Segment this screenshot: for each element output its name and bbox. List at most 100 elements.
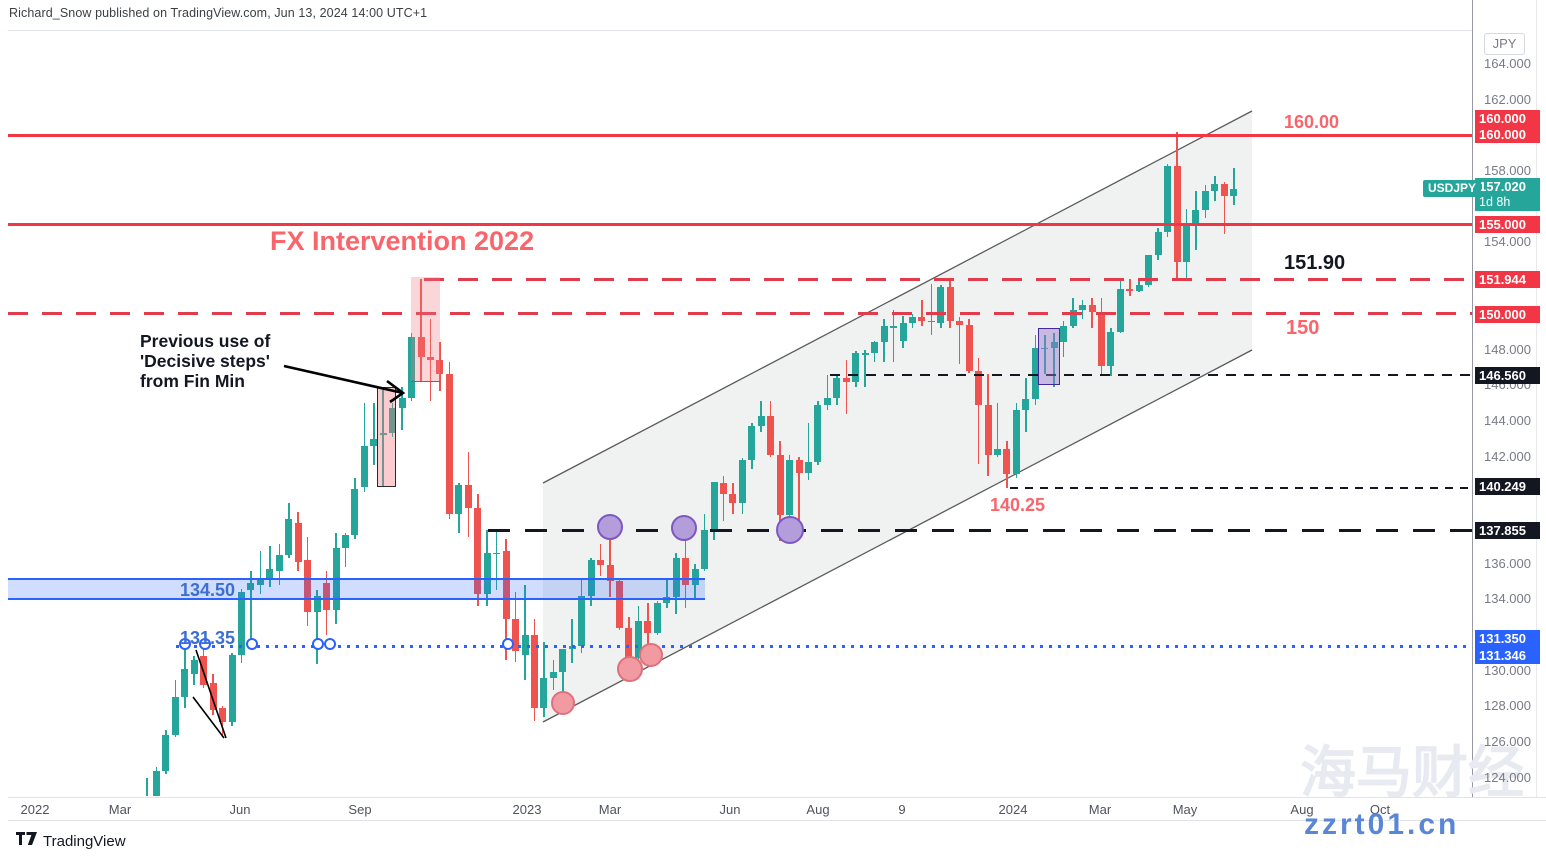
time-axis[interactable]: 2022 Mar Jun Sep 2023 Mar Jun Aug 9 2024 Mar May Aug…	[8, 797, 1546, 821]
highlight-boxes-layer	[377, 277, 1060, 487]
tag-150[interactable]: 150.000	[1475, 306, 1540, 323]
tag-137855[interactable]: 137.855	[1475, 522, 1540, 539]
decisive-steps-box[interactable]	[377, 387, 396, 487]
level-160-label[interactable]: 160.00	[1284, 112, 1339, 132]
tag-131346[interactable]: 131.346	[1475, 647, 1540, 664]
support-zone-134-50[interactable]	[8, 578, 705, 600]
purple-touch-marker[interactable]	[671, 515, 697, 541]
tag-last-price-countdown: 1d 8h	[1479, 195, 1511, 209]
time-axis-tick: Aug	[806, 802, 830, 817]
price-axis-tick: 148.000	[1484, 341, 1531, 357]
candle-body	[946, 287, 954, 321]
candle-wick	[1223, 181, 1226, 234]
price-zones-layer	[8, 578, 705, 600]
price-axis-tick: 136.000	[1484, 555, 1531, 571]
price-line-140249[interactable]	[1010, 486, 1472, 489]
candle-body	[1145, 254, 1153, 286]
candle-body	[937, 287, 945, 323]
price-line-151944[interactable]	[424, 277, 1472, 281]
price-line-150[interactable]	[8, 312, 1472, 316]
candle-wick	[609, 530, 611, 598]
price-line-146560[interactable]	[830, 374, 1472, 377]
level-touch-dot[interactable]	[199, 638, 211, 650]
tag-160[interactable]: 160.000	[1475, 126, 1540, 143]
candle-body	[634, 620, 642, 659]
candle-body	[1192, 210, 1200, 225]
candle-body	[908, 317, 916, 323]
level-131-35-label[interactable]: 131.35	[180, 628, 235, 648]
purple-box-2024[interactable]	[1038, 328, 1060, 385]
candle-body	[427, 356, 434, 361]
candle-wick	[382, 386, 385, 487]
candle-wick	[562, 649, 564, 705]
pink-touch-marker[interactable]	[617, 656, 643, 682]
candle-wick	[958, 317, 961, 364]
candle-body	[682, 558, 690, 585]
level-134-50-label[interactable]: 134.50	[180, 580, 235, 600]
level-150-label[interactable]: 150	[1286, 317, 1319, 339]
candle-body	[483, 552, 491, 594]
purple-touch-marker[interactable]	[597, 514, 623, 540]
candle-body	[493, 552, 501, 555]
fx-intervention-label[interactable]: FX Intervention 2022	[270, 225, 534, 257]
candle-wick	[807, 422, 810, 480]
ascending-parallel-channel-edge[interactable]	[542, 110, 1253, 484]
price-line-131350[interactable]	[176, 645, 1472, 649]
level-touch-dot[interactable]	[246, 638, 258, 650]
tag-151944[interactable]: 151.944	[1475, 271, 1540, 288]
candle-body	[842, 378, 850, 382]
tag-160-upper[interactable]: 160.000	[1475, 110, 1540, 127]
level-151-90-label[interactable]: 151.90	[1284, 252, 1345, 274]
tag-last-price[interactable]: 157.020 1d 8h	[1475, 178, 1540, 211]
price-line-160-upper[interactable]	[8, 133, 1472, 137]
price-line-137855[interactable]	[488, 529, 1472, 532]
price-lines-layer	[8, 133, 1472, 649]
tag-155[interactable]: 155.000	[1475, 216, 1540, 233]
candle-body	[1164, 165, 1172, 232]
candle-body	[171, 697, 179, 735]
level-140-25-label[interactable]: 140.25	[990, 495, 1045, 515]
candle-body	[994, 449, 1001, 455]
symbol-tag[interactable]: USDJPY	[1423, 180, 1482, 197]
tag-140249[interactable]: 140.249	[1475, 478, 1540, 495]
mini-trendline[interactable]	[195, 649, 227, 739]
price-axis[interactable]: 164.000 162.000 158.000 154.000 148.000 146.0…	[1472, 0, 1546, 797]
mini-trendline[interactable]	[192, 696, 225, 739]
level-touch-dot[interactable]	[324, 638, 336, 650]
intervention-box-2022[interactable]	[411, 277, 440, 382]
candle-body	[1126, 288, 1134, 291]
chart-plot-area[interactable]: FX Intervention 2022 Previous use of 'Deci…	[0, 0, 1472, 796]
candle-body	[1211, 183, 1219, 191]
candle-body	[209, 683, 217, 710]
candle-wick	[826, 375, 829, 411]
time-axis-tick: May	[1172, 802, 1198, 817]
time-axis-tick: 2022	[20, 802, 50, 817]
candle-body	[767, 415, 775, 455]
candle-body	[1012, 410, 1020, 475]
candle-body	[701, 529, 709, 569]
candle-body	[1022, 399, 1030, 411]
purple-touch-marker[interactable]	[776, 516, 804, 544]
candle-wick	[930, 283, 933, 336]
price-axis-tick: 130.000	[1484, 662, 1531, 678]
pink-touch-marker[interactable]	[639, 643, 663, 667]
candle-body	[1135, 285, 1143, 291]
level-touch-dot[interactable]	[179, 638, 191, 650]
tag-131346-value: 131.346	[1479, 648, 1526, 663]
tag-131350[interactable]: 131.350	[1475, 630, 1540, 647]
level-touch-dot[interactable]	[502, 638, 514, 650]
time-axis-tick: 2024	[998, 802, 1028, 817]
candle-body	[1220, 183, 1228, 197]
price-line-155[interactable]	[8, 223, 1472, 227]
tag-131350-value: 131.350	[1479, 631, 1526, 646]
candle-body	[578, 595, 586, 646]
candle-body	[152, 770, 160, 796]
candle-body	[786, 460, 794, 516]
level-touch-dot[interactable]	[312, 638, 324, 650]
pink-touch-marker[interactable]	[551, 691, 575, 715]
callout-arrow-shaft[interactable]	[283, 364, 404, 395]
candle-body	[398, 397, 406, 409]
decisive-steps-note[interactable]: Previous use of 'Decisive steps' from Fin …	[140, 331, 270, 391]
tag-146560[interactable]: 146.560	[1475, 367, 1540, 384]
currency-badge[interactable]: JPY	[1484, 33, 1525, 55]
